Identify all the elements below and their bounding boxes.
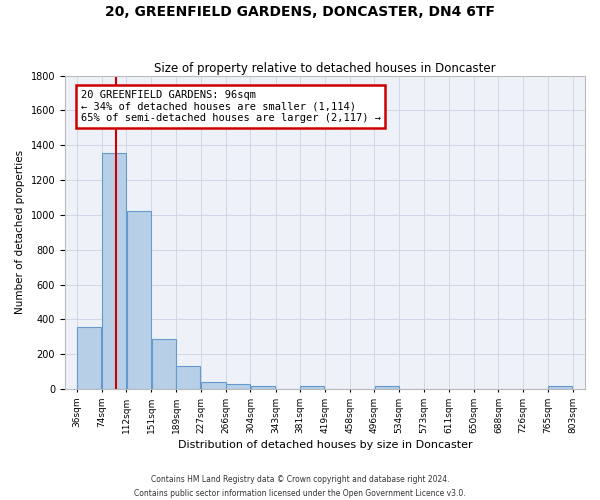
X-axis label: Distribution of detached houses by size in Doncaster: Distribution of detached houses by size … (178, 440, 472, 450)
Text: Contains HM Land Registry data © Crown copyright and database right 2024.
Contai: Contains HM Land Registry data © Crown c… (134, 476, 466, 498)
Bar (127, 212, 151, 389)
Bar (102, 153, 126, 389)
Bar (374, 386, 398, 389)
Bar (548, 386, 572, 389)
Bar (77, 327, 101, 389)
Text: 20, GREENFIELD GARDENS, DONCASTER, DN4 6TF: 20, GREENFIELD GARDENS, DONCASTER, DN4 6… (105, 5, 495, 19)
Title: Size of property relative to detached houses in Doncaster: Size of property relative to detached ho… (154, 62, 496, 74)
Bar (251, 386, 275, 389)
Bar (152, 338, 176, 389)
Bar (176, 366, 200, 389)
Bar (301, 386, 325, 389)
Y-axis label: Number of detached properties: Number of detached properties (15, 150, 25, 314)
Bar (226, 384, 250, 389)
Bar (201, 382, 226, 389)
Text: 20 GREENFIELD GARDENS: 96sqm
← 34% of detached houses are smaller (1,114)
65% of: 20 GREENFIELD GARDENS: 96sqm ← 34% of de… (80, 90, 380, 123)
